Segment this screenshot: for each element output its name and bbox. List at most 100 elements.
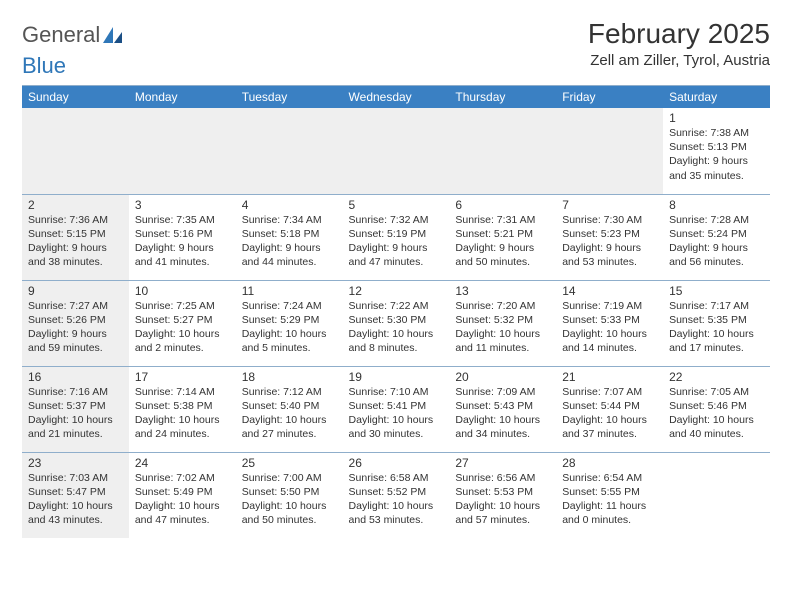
month-title: February 2025	[588, 18, 770, 50]
day-info: Sunrise: 7:36 AMSunset: 5:15 PMDaylight:…	[28, 213, 123, 270]
day-cell: 23Sunrise: 7:03 AMSunset: 5:47 PMDayligh…	[22, 452, 129, 538]
day-cell: 19Sunrise: 7:10 AMSunset: 5:41 PMDayligh…	[343, 366, 450, 452]
day-number: 14	[562, 284, 657, 298]
day-info: Sunrise: 7:19 AMSunset: 5:33 PMDaylight:…	[562, 299, 657, 356]
day-number: 8	[669, 198, 764, 212]
col-thursday: Thursday	[449, 86, 556, 108]
day-number: 23	[28, 456, 123, 470]
day-cell: 16Sunrise: 7:16 AMSunset: 5:37 PMDayligh…	[22, 366, 129, 452]
day-cell: 18Sunrise: 7:12 AMSunset: 5:40 PMDayligh…	[236, 366, 343, 452]
day-info: Sunrise: 7:12 AMSunset: 5:40 PMDaylight:…	[242, 385, 337, 442]
day-cell: 26Sunrise: 6:58 AMSunset: 5:52 PMDayligh…	[343, 452, 450, 538]
day-info: Sunrise: 7:27 AMSunset: 5:26 PMDaylight:…	[28, 299, 123, 356]
day-number: 26	[349, 456, 444, 470]
day-cell: 24Sunrise: 7:02 AMSunset: 5:49 PMDayligh…	[129, 452, 236, 538]
day-info: Sunrise: 7:28 AMSunset: 5:24 PMDaylight:…	[669, 213, 764, 270]
day-cell	[343, 108, 450, 194]
day-info: Sunrise: 7:22 AMSunset: 5:30 PMDaylight:…	[349, 299, 444, 356]
day-cell	[236, 108, 343, 194]
day-info: Sunrise: 7:17 AMSunset: 5:35 PMDaylight:…	[669, 299, 764, 356]
day-number: 1	[669, 111, 764, 125]
day-cell: 27Sunrise: 6:56 AMSunset: 5:53 PMDayligh…	[449, 452, 556, 538]
day-info: Sunrise: 7:24 AMSunset: 5:29 PMDaylight:…	[242, 299, 337, 356]
day-cell: 11Sunrise: 7:24 AMSunset: 5:29 PMDayligh…	[236, 280, 343, 366]
day-number: 20	[455, 370, 550, 384]
day-number: 19	[349, 370, 444, 384]
day-cell	[129, 108, 236, 194]
day-number: 17	[135, 370, 230, 384]
day-cell: 7Sunrise: 7:30 AMSunset: 5:23 PMDaylight…	[556, 194, 663, 280]
day-number: 9	[28, 284, 123, 298]
day-number: 25	[242, 456, 337, 470]
day-cell: 5Sunrise: 7:32 AMSunset: 5:19 PMDaylight…	[343, 194, 450, 280]
day-info: Sunrise: 7:09 AMSunset: 5:43 PMDaylight:…	[455, 385, 550, 442]
day-cell	[449, 108, 556, 194]
day-cell: 1Sunrise: 7:38 AMSunset: 5:13 PMDaylight…	[663, 108, 770, 194]
day-cell: 13Sunrise: 7:20 AMSunset: 5:32 PMDayligh…	[449, 280, 556, 366]
day-cell: 9Sunrise: 7:27 AMSunset: 5:26 PMDaylight…	[22, 280, 129, 366]
day-info: Sunrise: 7:14 AMSunset: 5:38 PMDaylight:…	[135, 385, 230, 442]
day-number: 10	[135, 284, 230, 298]
day-cell: 22Sunrise: 7:05 AMSunset: 5:46 PMDayligh…	[663, 366, 770, 452]
day-number: 16	[28, 370, 123, 384]
day-number: 21	[562, 370, 657, 384]
day-number: 27	[455, 456, 550, 470]
day-number: 4	[242, 198, 337, 212]
day-number: 22	[669, 370, 764, 384]
col-friday: Friday	[556, 86, 663, 108]
col-tuesday: Tuesday	[236, 86, 343, 108]
day-cell: 14Sunrise: 7:19 AMSunset: 5:33 PMDayligh…	[556, 280, 663, 366]
day-number: 13	[455, 284, 550, 298]
col-wednesday: Wednesday	[343, 86, 450, 108]
day-number: 6	[455, 198, 550, 212]
day-cell: 20Sunrise: 7:09 AMSunset: 5:43 PMDayligh…	[449, 366, 556, 452]
day-info: Sunrise: 7:35 AMSunset: 5:16 PMDaylight:…	[135, 213, 230, 270]
weekday-header-row: Sunday Monday Tuesday Wednesday Thursday…	[22, 86, 770, 108]
day-info: Sunrise: 7:00 AMSunset: 5:50 PMDaylight:…	[242, 471, 337, 528]
day-cell: 25Sunrise: 7:00 AMSunset: 5:50 PMDayligh…	[236, 452, 343, 538]
day-info: Sunrise: 7:32 AMSunset: 5:19 PMDaylight:…	[349, 213, 444, 270]
day-cell	[556, 108, 663, 194]
day-info: Sunrise: 6:58 AMSunset: 5:52 PMDaylight:…	[349, 471, 444, 528]
day-cell: 2Sunrise: 7:36 AMSunset: 5:15 PMDaylight…	[22, 194, 129, 280]
day-cell: 6Sunrise: 7:31 AMSunset: 5:21 PMDaylight…	[449, 194, 556, 280]
logo-sail-icon	[102, 26, 124, 44]
col-saturday: Saturday	[663, 86, 770, 108]
day-cell: 3Sunrise: 7:35 AMSunset: 5:16 PMDaylight…	[129, 194, 236, 280]
day-info: Sunrise: 7:03 AMSunset: 5:47 PMDaylight:…	[28, 471, 123, 528]
day-cell: 15Sunrise: 7:17 AMSunset: 5:35 PMDayligh…	[663, 280, 770, 366]
day-number: 15	[669, 284, 764, 298]
day-cell: 17Sunrise: 7:14 AMSunset: 5:38 PMDayligh…	[129, 366, 236, 452]
day-number: 18	[242, 370, 337, 384]
day-info: Sunrise: 7:02 AMSunset: 5:49 PMDaylight:…	[135, 471, 230, 528]
day-info: Sunrise: 7:05 AMSunset: 5:46 PMDaylight:…	[669, 385, 764, 442]
day-number: 12	[349, 284, 444, 298]
day-cell	[663, 452, 770, 538]
day-cell	[22, 108, 129, 194]
day-info: Sunrise: 7:25 AMSunset: 5:27 PMDaylight:…	[135, 299, 230, 356]
day-cell: 28Sunrise: 6:54 AMSunset: 5:55 PMDayligh…	[556, 452, 663, 538]
day-number: 28	[562, 456, 657, 470]
week-row: 1Sunrise: 7:38 AMSunset: 5:13 PMDaylight…	[22, 108, 770, 194]
day-info: Sunrise: 6:54 AMSunset: 5:55 PMDaylight:…	[562, 471, 657, 528]
week-row: 2Sunrise: 7:36 AMSunset: 5:15 PMDaylight…	[22, 194, 770, 280]
day-info: Sunrise: 7:16 AMSunset: 5:37 PMDaylight:…	[28, 385, 123, 442]
day-number: 3	[135, 198, 230, 212]
logo: General	[22, 18, 124, 48]
day-cell: 10Sunrise: 7:25 AMSunset: 5:27 PMDayligh…	[129, 280, 236, 366]
col-sunday: Sunday	[22, 86, 129, 108]
day-info: Sunrise: 7:20 AMSunset: 5:32 PMDaylight:…	[455, 299, 550, 356]
day-cell: 8Sunrise: 7:28 AMSunset: 5:24 PMDaylight…	[663, 194, 770, 280]
day-info: Sunrise: 7:34 AMSunset: 5:18 PMDaylight:…	[242, 213, 337, 270]
day-info: Sunrise: 7:07 AMSunset: 5:44 PMDaylight:…	[562, 385, 657, 442]
day-info: Sunrise: 7:10 AMSunset: 5:41 PMDaylight:…	[349, 385, 444, 442]
day-info: Sunrise: 7:38 AMSunset: 5:13 PMDaylight:…	[669, 126, 764, 183]
day-info: Sunrise: 6:56 AMSunset: 5:53 PMDaylight:…	[455, 471, 550, 528]
day-cell: 21Sunrise: 7:07 AMSunset: 5:44 PMDayligh…	[556, 366, 663, 452]
day-info: Sunrise: 7:30 AMSunset: 5:23 PMDaylight:…	[562, 213, 657, 270]
logo-text-blue: Blue	[22, 53, 770, 79]
col-monday: Monday	[129, 86, 236, 108]
calendar-body: 1Sunrise: 7:38 AMSunset: 5:13 PMDaylight…	[22, 108, 770, 538]
day-info: Sunrise: 7:31 AMSunset: 5:21 PMDaylight:…	[455, 213, 550, 270]
day-number: 2	[28, 198, 123, 212]
